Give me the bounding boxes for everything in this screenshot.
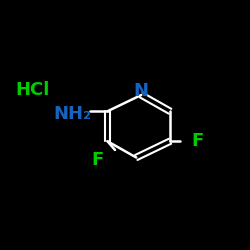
Text: N: N	[134, 82, 149, 100]
Text: NH₂: NH₂	[54, 105, 92, 123]
Text: F: F	[192, 132, 203, 150]
Text: F: F	[92, 151, 104, 169]
Text: HCl: HCl	[15, 81, 50, 99]
